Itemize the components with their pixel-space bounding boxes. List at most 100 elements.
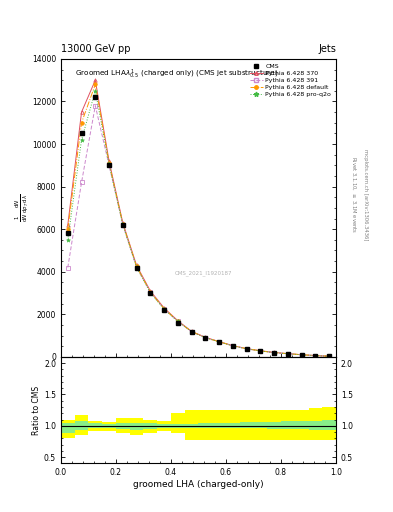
CMS [230,343,235,349]
Pythia 6.428 391 [65,264,70,270]
Pythia 6.428 default [299,352,304,358]
CMS [175,320,180,326]
Pythia 6.428 pro-q2o [217,339,222,345]
Legend: CMS, Pythia 6.428 370, Pythia 6.428 391, Pythia 6.428 default, Pythia 6.428 pro-: CMS, Pythia 6.428 370, Pythia 6.428 391,… [248,62,333,99]
Line: Pythia 6.428 default: Pythia 6.428 default [66,83,331,358]
Pythia 6.428 370 [107,158,112,164]
Pythia 6.428 391 [272,350,277,356]
Pythia 6.428 pro-q2o [313,353,318,359]
Pythia 6.428 pro-q2o [134,264,139,270]
Pythia 6.428 pro-q2o [299,352,304,358]
Y-axis label: $\frac{1}{\mathrm{d}N}\,\frac{\mathrm{d}N}{\mathrm{d}p_T\,\mathrm{d}\lambda}$: $\frac{1}{\mathrm{d}N}\,\frac{\mathrm{d}… [13,194,30,222]
Pythia 6.428 391 [244,346,249,352]
Pythia 6.428 391 [148,289,152,295]
Pythia 6.428 default [148,289,152,295]
Text: Rivet 3.1.10, $\geq$ 3.1M events: Rivet 3.1.10, $\geq$ 3.1M events [350,156,358,233]
Text: Jets: Jets [318,44,336,54]
Pythia 6.428 pro-q2o [203,334,208,340]
Pythia 6.428 370 [162,305,167,311]
Pythia 6.428 pro-q2o [258,348,263,354]
Pythia 6.428 pro-q2o [162,306,167,312]
Pythia 6.428 370 [189,328,194,334]
Pythia 6.428 391 [299,352,304,358]
CMS [120,222,125,228]
Pythia 6.428 370 [203,334,208,340]
Pythia 6.428 370 [217,338,222,345]
Pythia 6.428 default [120,221,125,227]
Pythia 6.428 pro-q2o [244,346,249,352]
Pythia 6.428 default [65,226,70,232]
Pythia 6.428 pro-q2o [120,221,125,227]
Pythia 6.428 391 [203,334,208,340]
Pythia 6.428 pro-q2o [285,351,290,357]
Pythia 6.428 370 [93,77,97,83]
Pythia 6.428 370 [134,262,139,268]
Pythia 6.428 default [162,306,167,312]
CMS [134,264,139,270]
Pythia 6.428 391 [327,353,332,359]
CMS [203,335,208,341]
Pythia 6.428 391 [120,222,125,228]
Pythia 6.428 391 [93,102,97,109]
CMS [93,94,97,100]
Pythia 6.428 default [313,353,318,359]
Pythia 6.428 pro-q2o [79,137,84,143]
Pythia 6.428 370 [327,353,332,359]
Line: Pythia 6.428 391: Pythia 6.428 391 [66,104,331,358]
Pythia 6.428 370 [148,288,152,294]
CMS [162,307,167,313]
Pythia 6.428 default [244,346,249,352]
Pythia 6.428 391 [258,348,263,354]
Pythia 6.428 default [327,353,332,359]
CMS [107,162,112,168]
CMS [313,353,318,359]
Pythia 6.428 370 [79,109,84,115]
Text: 13000 GeV pp: 13000 GeV pp [61,44,130,54]
Pythia 6.428 pro-q2o [272,350,277,356]
Pythia 6.428 370 [258,348,263,354]
Pythia 6.428 default [79,120,84,126]
Pythia 6.428 default [230,343,235,349]
Y-axis label: Ratio to CMS: Ratio to CMS [32,386,41,435]
Pythia 6.428 370 [230,343,235,349]
Line: Pythia 6.428 370: Pythia 6.428 370 [66,78,331,358]
CMS [217,339,222,345]
Pythia 6.428 pro-q2o [107,161,112,167]
Pythia 6.428 370 [313,352,318,358]
Pythia 6.428 391 [107,162,112,168]
Pythia 6.428 default [93,81,97,88]
Pythia 6.428 pro-q2o [189,329,194,335]
Text: Groomed LHA$\lambda^{1}_{0.5}$ (charged only) (CMS jet substructure): Groomed LHA$\lambda^{1}_{0.5}$ (charged … [75,68,278,81]
Pythia 6.428 370 [272,349,277,355]
Pythia 6.428 default [107,160,112,166]
Pythia 6.428 370 [120,220,125,226]
Text: mcplots.cern.ch [arXiv:1306.3436]: mcplots.cern.ch [arXiv:1306.3436] [363,149,368,240]
Pythia 6.428 391 [189,329,194,335]
CMS [65,230,70,237]
CMS [272,350,277,356]
Pythia 6.428 default [258,348,263,354]
Line: Pythia 6.428 pro-q2o: Pythia 6.428 pro-q2o [66,89,331,358]
Pythia 6.428 391 [285,351,290,357]
Pythia 6.428 default [285,351,290,357]
Pythia 6.428 391 [134,264,139,270]
CMS [79,131,84,137]
Pythia 6.428 391 [313,353,318,359]
CMS [244,346,249,352]
Pythia 6.428 pro-q2o [327,353,332,359]
CMS [327,353,332,359]
Pythia 6.428 pro-q2o [230,343,235,349]
Pythia 6.428 default [217,339,222,345]
Line: CMS: CMS [66,95,331,358]
Pythia 6.428 370 [175,317,180,324]
Pythia 6.428 370 [299,352,304,358]
Pythia 6.428 default [189,329,194,335]
Pythia 6.428 391 [175,318,180,325]
Pythia 6.428 default [134,263,139,269]
Pythia 6.428 pro-q2o [175,318,180,325]
Pythia 6.428 391 [79,179,84,185]
Pythia 6.428 391 [217,339,222,345]
Pythia 6.428 370 [65,222,70,228]
Pythia 6.428 default [175,318,180,324]
Pythia 6.428 370 [285,351,290,357]
